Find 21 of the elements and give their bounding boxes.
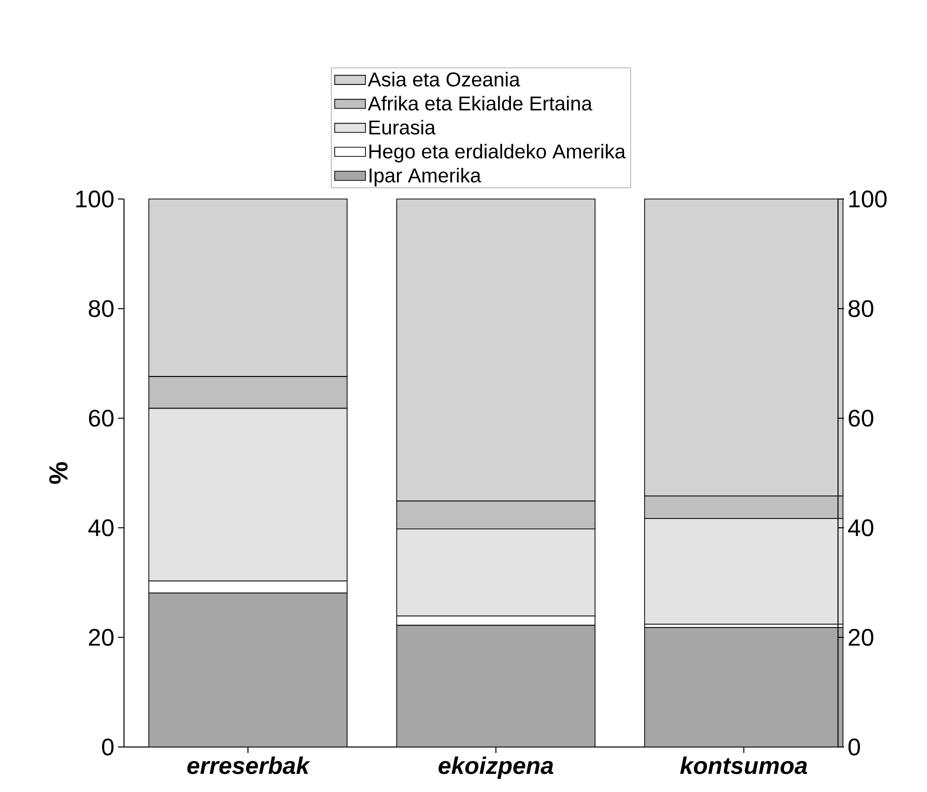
y-tick-label: 0 — [102, 738, 114, 756]
y-tick-label: 40 — [88, 519, 114, 536]
y-tick-label: 20 — [88, 628, 114, 646]
y2-tick-label: 80 — [848, 300, 874, 318]
y2-tick-label: 20 — [848, 628, 874, 646]
y2-tick-label: 100 — [849, 190, 887, 208]
legend-label: Afrika eta Ekialde Ertaina — [368, 96, 592, 111]
x-tick-label: kontsumoa — [680, 756, 808, 774]
y2-tick-label: 0 — [848, 738, 860, 756]
legend-label: Ipar Amerika — [370, 168, 482, 186]
y2-tick-label: 40 — [848, 519, 874, 536]
x-tick-label: erreserbak — [187, 756, 310, 774]
y-axis-title: % — [49, 462, 68, 484]
y-tick-label: 80 — [88, 300, 114, 318]
legend-label: Eurasia — [369, 120, 436, 135]
y-tick-label: 100 — [76, 190, 114, 208]
y-tick-label: 60 — [89, 410, 114, 427]
legend-label: Hego eta erdialdeko Amerika — [369, 144, 626, 162]
legend-label: Asia eta Ozeania — [368, 72, 520, 87]
y2-tick-label: 60 — [848, 410, 874, 427]
x-tick-label: ekoizpena — [438, 756, 554, 779]
